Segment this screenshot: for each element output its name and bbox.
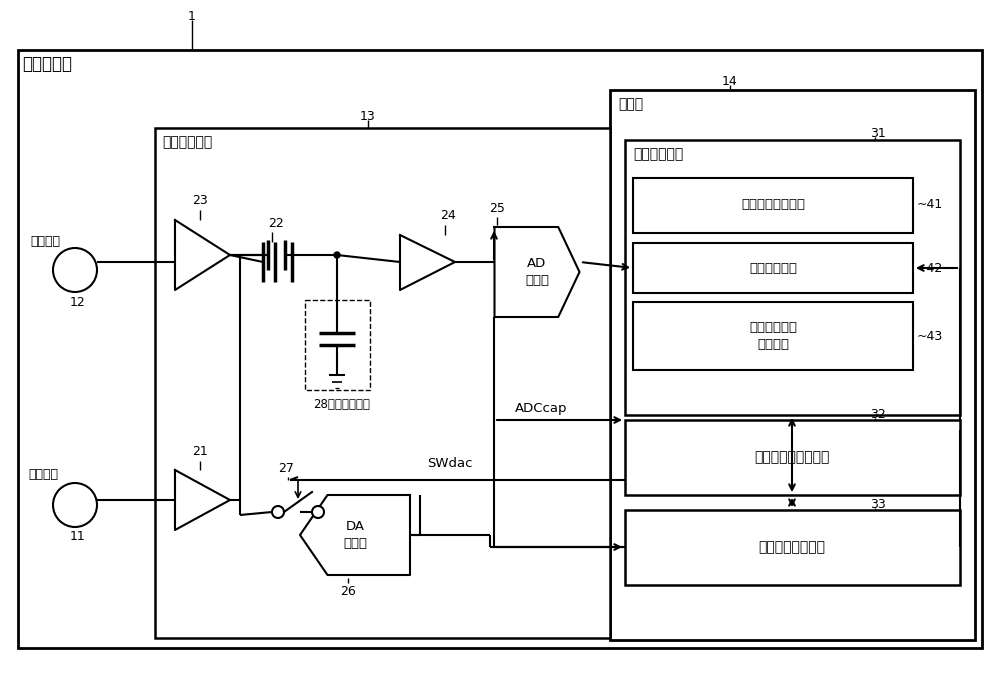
- Polygon shape: [300, 495, 410, 575]
- Text: 22: 22: [268, 217, 284, 230]
- Text: 参考电位: 参考电位: [28, 468, 58, 481]
- Text: 控制定时确定单元: 控制定时确定单元: [759, 540, 826, 554]
- Text: 26: 26: [340, 585, 356, 598]
- Text: 生物传感器: 生物传感器: [22, 55, 72, 73]
- Polygon shape: [175, 220, 230, 290]
- Bar: [633, 178, 913, 233]
- Text: 32: 32: [870, 408, 886, 421]
- Text: 24: 24: [440, 209, 456, 222]
- Text: ~41: ~41: [917, 199, 943, 211]
- Text: SWdac: SWdac: [427, 457, 473, 470]
- Text: ADCcap: ADCcap: [515, 402, 567, 415]
- Text: 31: 31: [870, 127, 886, 140]
- Text: 12: 12: [70, 296, 86, 309]
- Circle shape: [272, 506, 284, 518]
- Text: 13: 13: [360, 110, 376, 123]
- Polygon shape: [400, 235, 455, 290]
- Bar: [625, 420, 960, 495]
- Text: 28（第一通道）: 28（第一通道）: [313, 398, 370, 411]
- Bar: [610, 90, 975, 640]
- Text: 11: 11: [70, 530, 86, 543]
- Text: 阈值保持单元: 阈值保持单元: [749, 262, 797, 275]
- Circle shape: [53, 248, 97, 292]
- Circle shape: [53, 483, 97, 527]
- Bar: [155, 128, 610, 638]
- Bar: [18, 50, 982, 648]
- Text: 偏移设定値计算单元: 偏移设定値计算单元: [754, 450, 830, 464]
- Text: 33: 33: [870, 498, 886, 511]
- Text: 信号接收单元: 信号接收单元: [162, 135, 212, 149]
- Text: 1: 1: [188, 10, 196, 23]
- Bar: [633, 302, 913, 370]
- Circle shape: [334, 252, 340, 258]
- Text: 接收信号获取单元: 接收信号获取单元: [741, 199, 805, 211]
- Bar: [633, 243, 913, 293]
- Text: 25: 25: [489, 202, 505, 215]
- Text: 21: 21: [192, 445, 208, 458]
- Text: DA
转换器: DA 转换器: [343, 520, 367, 550]
- Text: ~42: ~42: [917, 262, 943, 275]
- Text: 27: 27: [278, 462, 294, 475]
- Text: ~43: ~43: [917, 330, 943, 343]
- Text: 14: 14: [722, 75, 738, 88]
- Polygon shape: [175, 470, 230, 530]
- Text: 电位测量单元: 电位测量单元: [633, 147, 683, 161]
- Text: 第一通道: 第一通道: [30, 235, 60, 248]
- Bar: [305, 300, 370, 390]
- Bar: [625, 510, 960, 585]
- Text: AD
转换器: AD 转换器: [525, 257, 549, 287]
- Bar: [625, 140, 960, 415]
- Text: 接收信号阈值
判定单元: 接收信号阈值 判定单元: [749, 321, 797, 351]
- Text: 控制器: 控制器: [618, 97, 643, 111]
- Polygon shape: [494, 227, 580, 317]
- Circle shape: [312, 506, 324, 518]
- Text: 23: 23: [192, 194, 208, 207]
